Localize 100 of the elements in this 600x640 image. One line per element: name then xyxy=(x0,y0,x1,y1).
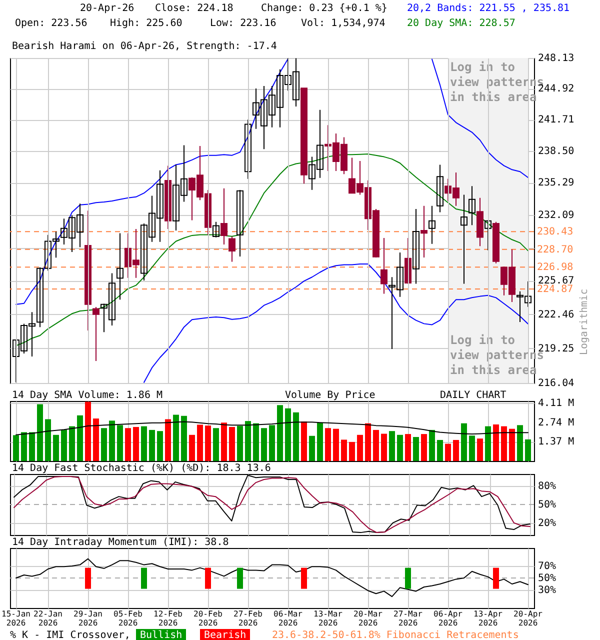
bar xyxy=(293,412,299,461)
bar xyxy=(221,422,227,461)
candlestick xyxy=(212,221,220,238)
y-axis-title: Logarithmic xyxy=(579,288,590,355)
bar xyxy=(133,426,139,461)
x-tick-label: 06-Mar 2026 xyxy=(274,610,303,628)
bar xyxy=(373,430,379,461)
text: DAILY CHART xyxy=(440,390,506,401)
x-tick-label: 06-Apr 2026 xyxy=(434,610,463,628)
bar xyxy=(189,434,195,461)
candlestick xyxy=(468,186,476,226)
candlestick xyxy=(428,205,436,244)
bar xyxy=(333,428,339,461)
bar xyxy=(389,431,395,461)
chart-title: 14 Day SMA Volume: 1.86 M xyxy=(12,390,163,401)
y-tick-label: 235.29 xyxy=(538,178,574,189)
bar xyxy=(381,434,387,461)
chart-title: 14 Day Fast Stochastic (%K) (%D): 18.3 13.6 xyxy=(12,463,271,474)
candlestick xyxy=(220,188,228,246)
x-tick-label: 13-Mar 2026 xyxy=(314,610,343,628)
candlestick xyxy=(92,306,100,362)
bar xyxy=(453,440,459,461)
bar xyxy=(341,440,347,461)
text: Vol: 1,534,974 xyxy=(301,18,386,29)
bar xyxy=(85,402,91,461)
line-series xyxy=(16,558,528,598)
legend-title: % K - IMI Crossover, xyxy=(10,630,130,640)
y-tick-label: 248.13 xyxy=(538,53,574,64)
y-tick-label: 232.09 xyxy=(538,210,574,221)
bar xyxy=(117,425,123,461)
bar xyxy=(437,440,443,461)
bar xyxy=(45,419,51,461)
bar xyxy=(245,421,251,461)
x-tick-label: 20-Feb 2026 xyxy=(194,610,223,628)
y-tick-label: 50% xyxy=(538,573,556,584)
bar xyxy=(309,436,315,461)
bar xyxy=(445,444,451,461)
line-series xyxy=(16,421,528,436)
text: Change: 0.23 {+0.1 %} xyxy=(261,3,388,14)
candlestick xyxy=(228,236,236,262)
bar xyxy=(357,434,363,461)
candlestick xyxy=(236,189,244,258)
bar xyxy=(29,432,35,461)
candlestick xyxy=(484,220,492,251)
ref-line-label: 226.98 xyxy=(537,262,574,274)
bar xyxy=(301,421,307,461)
y-tick-label: 238.50 xyxy=(538,146,574,157)
ref-line-label: 230.43 xyxy=(537,226,574,238)
candlestick xyxy=(116,232,124,300)
x-tick-label: 05-Feb 2026 xyxy=(114,610,143,628)
bar xyxy=(237,426,243,461)
y-tick-label: 2.74 M xyxy=(538,417,574,428)
y-tick-label: 30% xyxy=(538,585,556,596)
bar xyxy=(269,425,275,461)
bar xyxy=(461,423,467,461)
candlestick xyxy=(380,237,388,294)
candlestick xyxy=(460,194,468,284)
bar xyxy=(421,434,427,461)
bar xyxy=(469,436,475,461)
bar xyxy=(197,424,203,461)
bar xyxy=(109,420,115,461)
bar xyxy=(77,415,83,461)
x-tick-label: 15-Jan 2026 xyxy=(2,610,31,628)
bar xyxy=(525,439,531,461)
bar xyxy=(149,430,155,461)
bar xyxy=(125,428,131,461)
bar xyxy=(101,428,107,461)
x-tick-label: 20-Apr 2026 xyxy=(514,610,543,628)
text: 20 Day SMA: 228.57 xyxy=(407,18,516,29)
y-tick-label: 222.46 xyxy=(538,309,574,320)
bar xyxy=(253,423,259,461)
bar xyxy=(173,414,179,461)
bar xyxy=(517,425,523,461)
x-tick-label: 20-Mar 2026 xyxy=(354,610,383,628)
candlestick xyxy=(244,119,252,180)
y-tick-label: 70% xyxy=(538,561,556,572)
bar xyxy=(261,428,267,461)
text: Close: 224.18 xyxy=(155,3,234,14)
bar xyxy=(141,426,147,461)
bar xyxy=(213,428,219,461)
text: Volume By Price xyxy=(285,390,376,401)
ref-line-label: 224.87 xyxy=(537,284,574,295)
bar xyxy=(365,423,371,461)
candlestick xyxy=(412,208,420,284)
bar xyxy=(493,424,499,461)
y-tick-label: 1.37 M xyxy=(538,436,574,448)
bar xyxy=(349,442,355,461)
text: 20-Apr-26 xyxy=(80,3,134,14)
text: Bullish xyxy=(140,630,182,640)
bar xyxy=(405,434,411,461)
bar xyxy=(325,428,331,461)
bar xyxy=(205,426,211,461)
text: Bearish xyxy=(204,630,246,640)
bar xyxy=(509,428,515,461)
bar xyxy=(69,426,75,461)
bar xyxy=(429,430,435,461)
x-tick-label: 27-Mar 2026 xyxy=(394,610,423,628)
bar xyxy=(181,416,187,461)
bar xyxy=(61,430,67,461)
bar xyxy=(413,437,419,461)
